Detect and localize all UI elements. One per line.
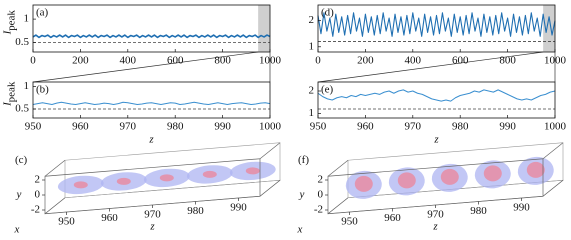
z-tick-label: 980 <box>470 205 487 217</box>
box-edge <box>259 179 281 197</box>
x-tick-label: 990 <box>499 121 516 133</box>
isosurface-inner <box>159 174 174 182</box>
x-tick-label: 600 <box>167 55 184 67</box>
x-axis-label: z <box>433 134 439 146</box>
x-tick-label: 600 <box>452 55 469 67</box>
x-tick-label: 200 <box>72 55 89 67</box>
data-line <box>32 101 271 105</box>
zoom-connector <box>317 51 544 83</box>
isosurface-inner <box>483 165 502 182</box>
y-axis-label: y <box>299 189 305 201</box>
plot-frame <box>317 81 556 119</box>
data-line <box>32 34 271 39</box>
y-tick-label: 2 <box>35 174 41 186</box>
z-tick-label: 950 <box>58 216 75 228</box>
panel-label: (e) <box>321 84 334 96</box>
x-tick-label: 800 <box>499 55 516 67</box>
z-tick-label: 990 <box>230 202 247 214</box>
box-edge <box>44 159 66 177</box>
y-tick-label: 2 <box>318 174 324 186</box>
data-line <box>317 89 556 102</box>
isosurface-inner <box>202 170 217 178</box>
y-tick-label: 0 <box>318 189 324 201</box>
y-tick-label: 0.5 <box>15 36 29 48</box>
z-axis-label: z <box>149 221 155 233</box>
y-axis-label-sub: peak <box>6 10 18 31</box>
y-axis-label: y <box>16 189 22 201</box>
y-axis-label: I <box>2 29 14 35</box>
box-edge <box>327 159 349 177</box>
z-tick-label: 950 <box>341 216 358 228</box>
isosurface-inner <box>397 172 416 189</box>
panel-label: (b) <box>36 84 49 96</box>
zoom-connector <box>32 51 259 83</box>
y-tick-label: -2 <box>31 204 40 216</box>
panel-label: (c) <box>15 154 28 166</box>
y-axis-label: I <box>2 101 14 107</box>
isosurface-inner <box>354 175 373 192</box>
x-axis-label: z <box>148 134 154 146</box>
x-tick-label: 1000 <box>544 55 567 67</box>
y-tick-label: 2 <box>309 14 315 26</box>
x-tick-label: 400 <box>120 55 137 67</box>
y-tick-label: 0.5 <box>15 103 29 115</box>
z-tick-label: 970 <box>144 209 161 221</box>
z-axis-label: z <box>432 221 438 233</box>
box-edge <box>259 142 281 160</box>
box-edge <box>44 197 66 215</box>
y-tick-label: 2 <box>309 85 315 97</box>
y-tick-label: 0 <box>35 189 41 201</box>
z-tick-label: 980 <box>187 205 204 217</box>
y-tick-label: 1 <box>24 80 30 92</box>
box-edge <box>542 142 564 160</box>
x-tick-label: 0 <box>315 55 321 67</box>
x-tick-label: 1000 <box>259 121 282 133</box>
y-axis-label-sub: peak <box>6 81 18 102</box>
x-tick-label: 990 <box>214 121 231 133</box>
x-tick-label: 970 <box>120 121 137 133</box>
box-edge <box>327 197 349 215</box>
z-tick-label: 960 <box>101 212 118 224</box>
plot-frame <box>32 4 271 53</box>
y-tick-label: 1 <box>309 107 315 119</box>
plot-frame <box>32 81 271 119</box>
isosurface-inner <box>116 177 131 185</box>
x-tick-label: 980 <box>452 121 469 133</box>
isosurface-inner <box>73 181 88 189</box>
x-tick-label: 960 <box>72 121 89 133</box>
y-tick-label: 1 <box>24 13 30 25</box>
plot-frame <box>317 4 556 53</box>
x-tick-label: 950 <box>25 121 42 133</box>
x-tick-label: 1000 <box>544 121 567 133</box>
x-tick-label: 950 <box>310 121 327 133</box>
isosurface-inner <box>526 161 545 178</box>
x-tick-label: 960 <box>357 121 374 133</box>
x-tick-label: 800 <box>214 55 231 67</box>
y-tick-label: 1 <box>309 40 315 52</box>
x-axis-label: x <box>297 223 303 235</box>
x-tick-label: 970 <box>405 121 422 133</box>
x-tick-label: 200 <box>357 55 374 67</box>
data-line <box>317 12 556 37</box>
x-tick-label: 980 <box>167 121 184 133</box>
z-tick-label: 970 <box>427 209 444 221</box>
y-tick-label: -2 <box>314 204 323 216</box>
panel-label: (d) <box>321 7 334 19</box>
zoom-region <box>543 5 555 52</box>
x-tick-label: 400 <box>405 55 422 67</box>
panel-label: (a) <box>36 7 49 19</box>
x-tick-label: 1000 <box>259 55 282 67</box>
isosurface-inner <box>245 167 260 175</box>
z-tick-label: 990 <box>513 202 530 214</box>
isosurface-inner <box>440 168 459 185</box>
x-tick-label: 0 <box>30 55 36 67</box>
panel-label: (f) <box>298 154 309 166</box>
x-axis-label: x <box>14 223 20 235</box>
zoom-region <box>258 5 270 52</box>
box-edge <box>542 179 564 197</box>
z-tick-label: 960 <box>384 212 401 224</box>
